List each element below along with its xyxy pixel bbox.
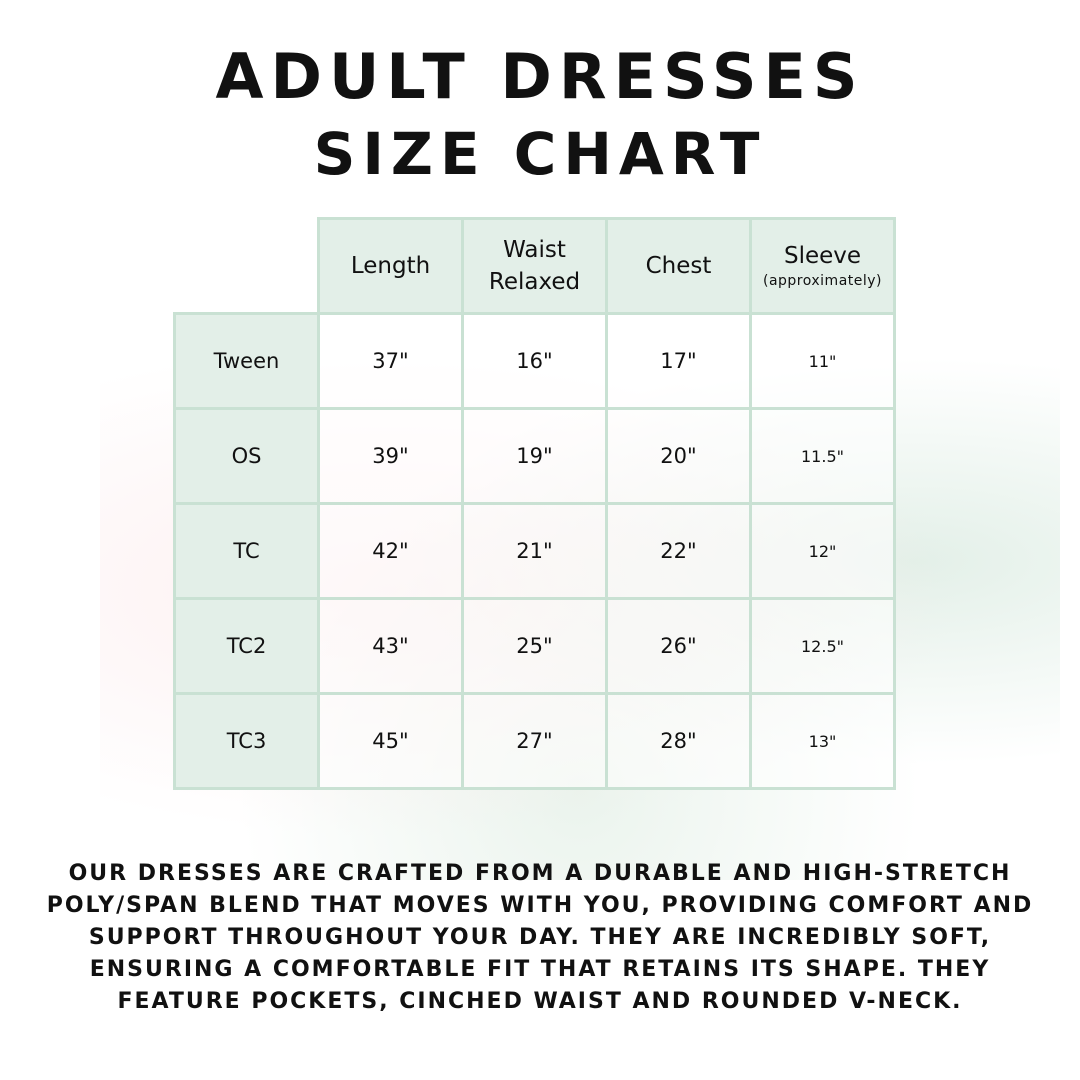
size-label: TC3 (173, 692, 320, 790)
table-row: TC3 45" 27" 28" 13" (173, 692, 896, 790)
corner-cell (175, 219, 319, 314)
column-header-label: Sleeve (783, 243, 862, 270)
table-cell: 13" (749, 692, 896, 790)
table-cell: 12.5" (749, 597, 896, 695)
table-cell: 17" (605, 312, 752, 410)
size-label: Tween (173, 312, 320, 410)
size-label: OS (173, 407, 320, 505)
table-cell: 21" (461, 502, 608, 600)
column-header: Sleeve (approximately) (749, 217, 896, 315)
column-header: Length (317, 217, 464, 315)
size-label: TC2 (173, 597, 320, 695)
table-row: TC 42" 21" 22" 12" (173, 502, 896, 600)
table-row: Tween 37" 16" 17" 11" (173, 312, 896, 410)
column-header: Waist Relaxed (461, 217, 608, 315)
column-header: Chest (605, 217, 752, 315)
table-cell: 45" (317, 692, 464, 790)
column-header-note: (approximately) (762, 273, 883, 290)
table-cell: 28" (605, 692, 752, 790)
table-row: OS 39" 19" 20" 11.5" (173, 407, 896, 505)
table-row: TC2 43" 25" 26" 12.5" (173, 597, 896, 695)
table-cell: 16" (461, 312, 608, 410)
size-label: TC (173, 502, 320, 600)
size-chart-table: Length Waist Relaxed Chest Sleeve (approx… (173, 217, 896, 790)
table-cell: 43" (317, 597, 464, 695)
page-subtitle: SIZE CHART (313, 120, 767, 188)
header-row: Length Waist Relaxed Chest Sleeve (approx… (175, 217, 896, 315)
table-cell: 27" (461, 692, 608, 790)
column-header-label: Waist Relaxed (488, 236, 581, 295)
table-cell: 26" (605, 597, 752, 695)
table-cell: 12" (749, 502, 896, 600)
table-cell: 11.5" (749, 407, 896, 505)
table-cell: 39" (317, 407, 464, 505)
table-cell: 42" (317, 502, 464, 600)
table-cell: 25" (461, 597, 608, 695)
table-cell: 11" (749, 312, 896, 410)
page-title: ADULT DRESSES (215, 40, 865, 113)
table-cell: 22" (605, 502, 752, 600)
table-cell: 20" (605, 407, 752, 505)
table-cell: 19" (461, 407, 608, 505)
description: Our dresses are crafted from a durable a… (46, 861, 1034, 1014)
table-cell: 37" (317, 312, 464, 410)
